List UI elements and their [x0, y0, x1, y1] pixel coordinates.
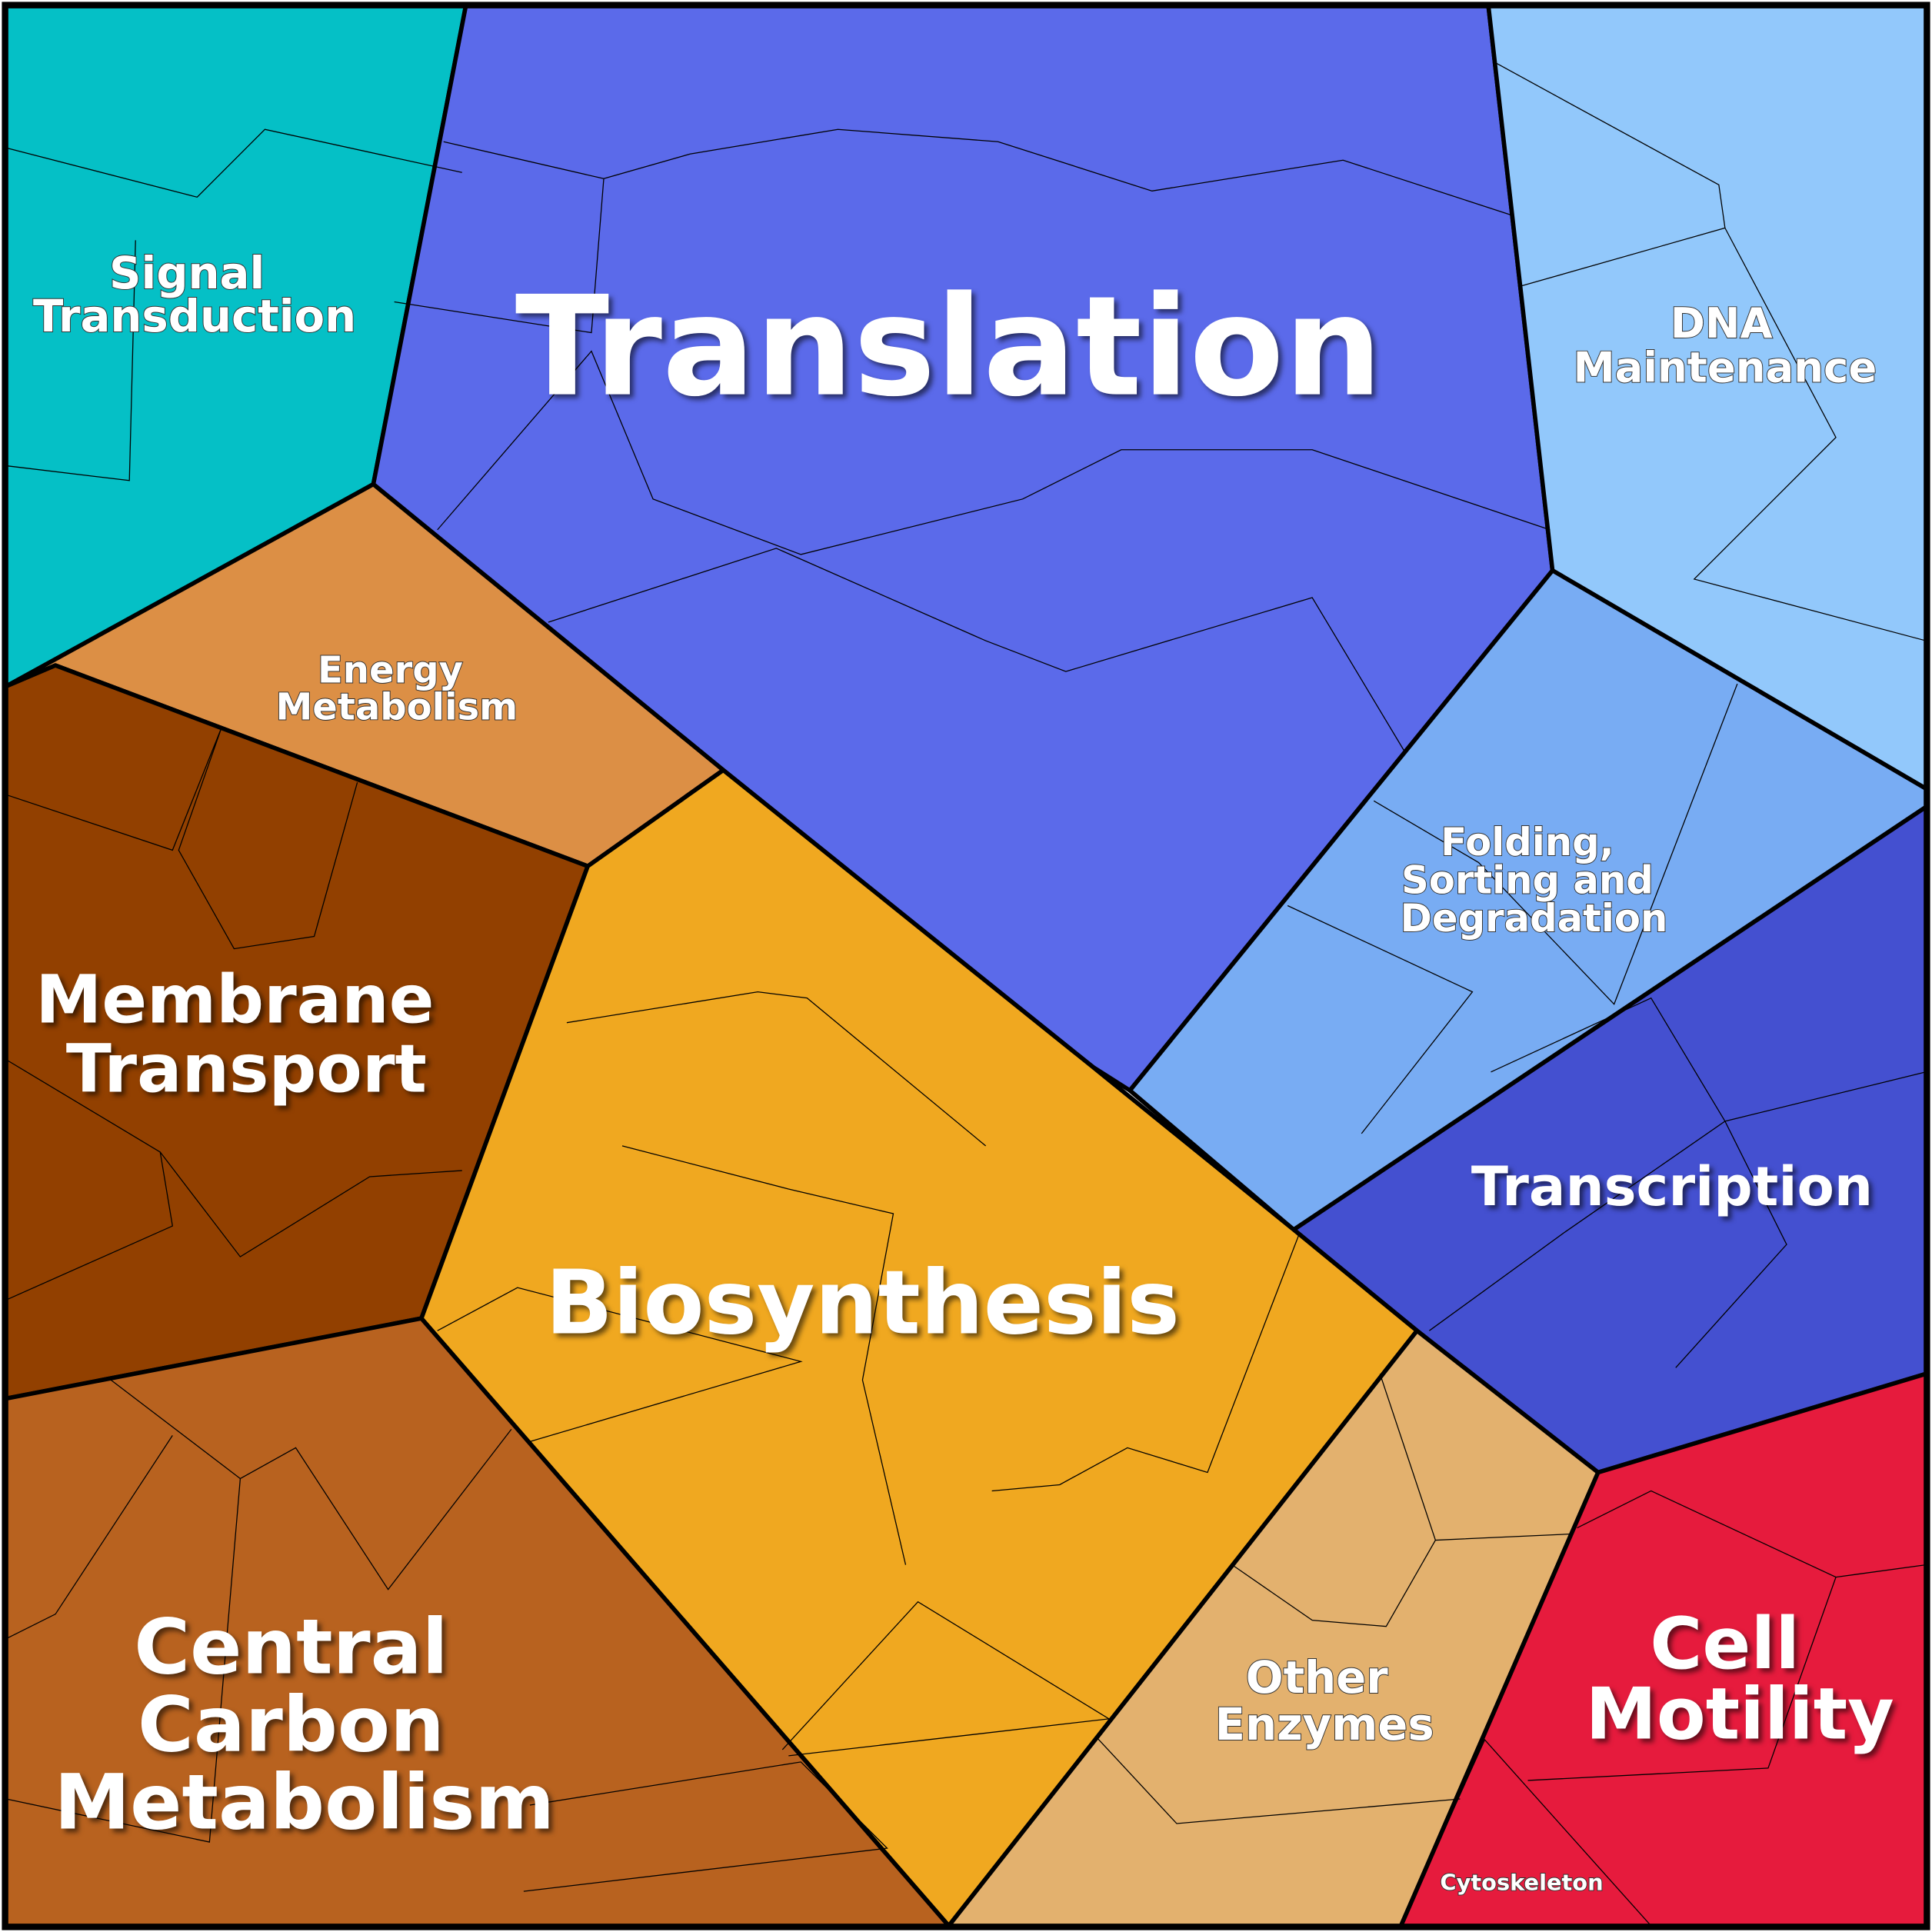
regions — [4, 4, 1928, 1928]
region-label: Biosynthesis — [545, 1251, 1180, 1354]
label-line: Motility — [1585, 1672, 1894, 1755]
cells — [5, 61, 1927, 1892]
cell-edge — [523, 1761, 888, 1892]
cell-edge — [1493, 61, 1726, 287]
cell-edge — [566, 991, 987, 1147]
label-line: Degradation — [1401, 896, 1668, 941]
region-label: Membrane Transport — [35, 962, 457, 1108]
cell-edge — [548, 548, 1405, 752]
cell-edge — [1287, 904, 1474, 1134]
cell-edge — [5, 240, 136, 481]
cell-edge — [437, 1287, 803, 1443]
cell-edge — [781, 1601, 1111, 1757]
cell-edge — [991, 1231, 1301, 1492]
region-label: Central Carbon Metabolism — [54, 1604, 555, 1847]
label-line: Signal — [109, 247, 265, 299]
region-label: Other Enzymes — [1215, 1651, 1434, 1750]
label-line: Transduction — [33, 290, 356, 342]
region-label: Folding, Sorting and Degradation — [1401, 820, 1668, 941]
label-line: Folding, — [1441, 820, 1614, 864]
cell-edge — [394, 141, 605, 334]
region-label: Cell Motility — [1585, 1602, 1894, 1755]
label-line: Cell — [1650, 1602, 1800, 1685]
cell-edge — [1527, 1577, 1837, 1781]
label-line: Transport — [66, 1031, 427, 1108]
region-label: Transcription — [1471, 1155, 1873, 1218]
region-label: Translation — [515, 267, 1383, 428]
cell-edge — [437, 350, 1551, 555]
cell-edge — [1379, 1374, 1436, 1541]
cell-edge — [5, 1435, 173, 1640]
cell-edge — [110, 1379, 512, 1591]
cell-edge — [621, 1145, 907, 1565]
region-label: Signal Transduction — [33, 247, 356, 342]
cell-edge — [1693, 228, 1927, 641]
label-line: Sorting and — [1401, 858, 1654, 902]
label-line: Carbon — [138, 1681, 445, 1770]
cell-edge — [159, 1151, 462, 1257]
cell-edge — [5, 1478, 242, 1843]
region-label: Cytoskeleton — [1440, 1870, 1603, 1896]
label-line: Other — [1246, 1651, 1389, 1704]
cell-edge — [1231, 1533, 1571, 1627]
label-line: Central — [134, 1604, 448, 1692]
label-line: Maintenance — [1573, 343, 1877, 392]
label-line: Energy — [318, 649, 463, 692]
cell-edge — [5, 1059, 173, 1301]
label-line: Metabolism — [275, 686, 518, 729]
label-line: Membrane — [35, 962, 434, 1039]
cell-edge — [5, 726, 358, 950]
cell-edge — [1428, 1071, 1927, 1331]
label-line: DNA — [1671, 298, 1773, 348]
cell-edge — [1373, 683, 1738, 1005]
label-line: Enzymes — [1215, 1698, 1434, 1750]
label-line: Metabolism — [54, 1758, 555, 1847]
region-label: DNA Maintenance — [1573, 298, 1877, 392]
region-label: Energy Metabolism — [275, 649, 518, 729]
cell-edge — [1577, 1490, 1927, 1578]
cell-edge — [1096, 1737, 1461, 1824]
labels: Signal Transduction Translation DNA Main… — [32, 246, 1894, 1897]
cell-edge — [603, 128, 1514, 216]
cell-edge — [5, 128, 462, 198]
